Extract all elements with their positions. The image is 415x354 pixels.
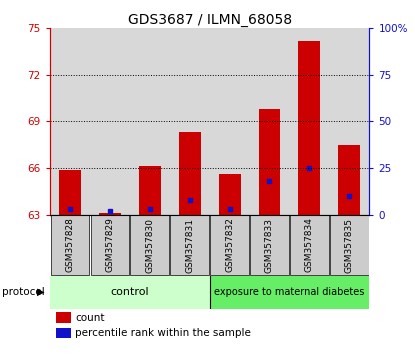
Bar [178, 132, 200, 215]
FancyBboxPatch shape [171, 215, 209, 275]
Bar [59, 170, 81, 215]
Text: GSM357835: GSM357835 [345, 217, 354, 273]
FancyBboxPatch shape [50, 275, 210, 309]
Bar [330, 28, 369, 215]
Text: GSM357831: GSM357831 [185, 217, 194, 273]
Bar [50, 28, 90, 215]
Bar [50, 28, 90, 215]
Text: exposure to maternal diabetes: exposure to maternal diabetes [214, 287, 365, 297]
Bar [130, 28, 170, 215]
Text: GSM357833: GSM357833 [265, 217, 274, 273]
Bar [330, 28, 369, 215]
Bar [90, 28, 129, 215]
Text: GSM357829: GSM357829 [105, 218, 114, 273]
FancyBboxPatch shape [210, 275, 369, 309]
Text: GSM357832: GSM357832 [225, 218, 234, 273]
Text: ▶: ▶ [37, 287, 44, 297]
Bar [290, 28, 330, 215]
Text: GSM357830: GSM357830 [145, 217, 154, 273]
Bar [210, 28, 249, 215]
Bar [56, 313, 71, 323]
Bar [130, 28, 170, 215]
Bar [139, 166, 161, 215]
Bar [170, 28, 210, 215]
Bar [249, 28, 290, 215]
Bar [259, 109, 281, 215]
FancyBboxPatch shape [330, 215, 369, 275]
FancyBboxPatch shape [250, 215, 289, 275]
Text: count: count [76, 313, 105, 323]
Text: protocol: protocol [2, 287, 45, 297]
Bar [219, 174, 241, 215]
Bar [99, 213, 121, 215]
FancyBboxPatch shape [90, 215, 129, 275]
Bar [338, 145, 360, 215]
FancyBboxPatch shape [51, 215, 89, 275]
Text: percentile rank within the sample: percentile rank within the sample [76, 328, 251, 338]
FancyBboxPatch shape [210, 215, 249, 275]
Bar [56, 328, 71, 338]
Bar [249, 28, 290, 215]
FancyBboxPatch shape [290, 215, 329, 275]
Title: GDS3687 / ILMN_68058: GDS3687 / ILMN_68058 [127, 13, 292, 27]
Bar [90, 28, 129, 215]
Bar [290, 28, 330, 215]
Bar [170, 28, 210, 215]
Text: GSM357828: GSM357828 [65, 218, 74, 273]
Text: GSM357834: GSM357834 [305, 218, 314, 273]
FancyBboxPatch shape [130, 215, 169, 275]
Bar [210, 28, 249, 215]
Bar [298, 41, 320, 215]
Text: control: control [110, 287, 149, 297]
